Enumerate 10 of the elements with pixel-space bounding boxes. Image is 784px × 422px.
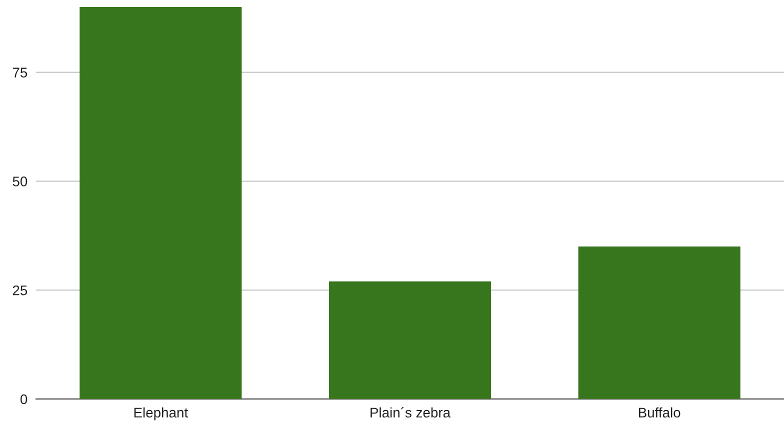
bar (328, 281, 492, 399)
y-tick-label: 75 (12, 68, 28, 78)
x-tick-label: Buffalo (638, 407, 680, 418)
y-tick-label: 25 (12, 285, 28, 296)
y-tick-label: 50 (12, 176, 28, 186)
x-tick-label: Plain´s zebra (370, 407, 451, 418)
bar (80, 7, 242, 399)
bar (578, 246, 740, 399)
y-tick-label: 0 (20, 394, 28, 404)
x-tick-label: Elephant (134, 407, 188, 420)
